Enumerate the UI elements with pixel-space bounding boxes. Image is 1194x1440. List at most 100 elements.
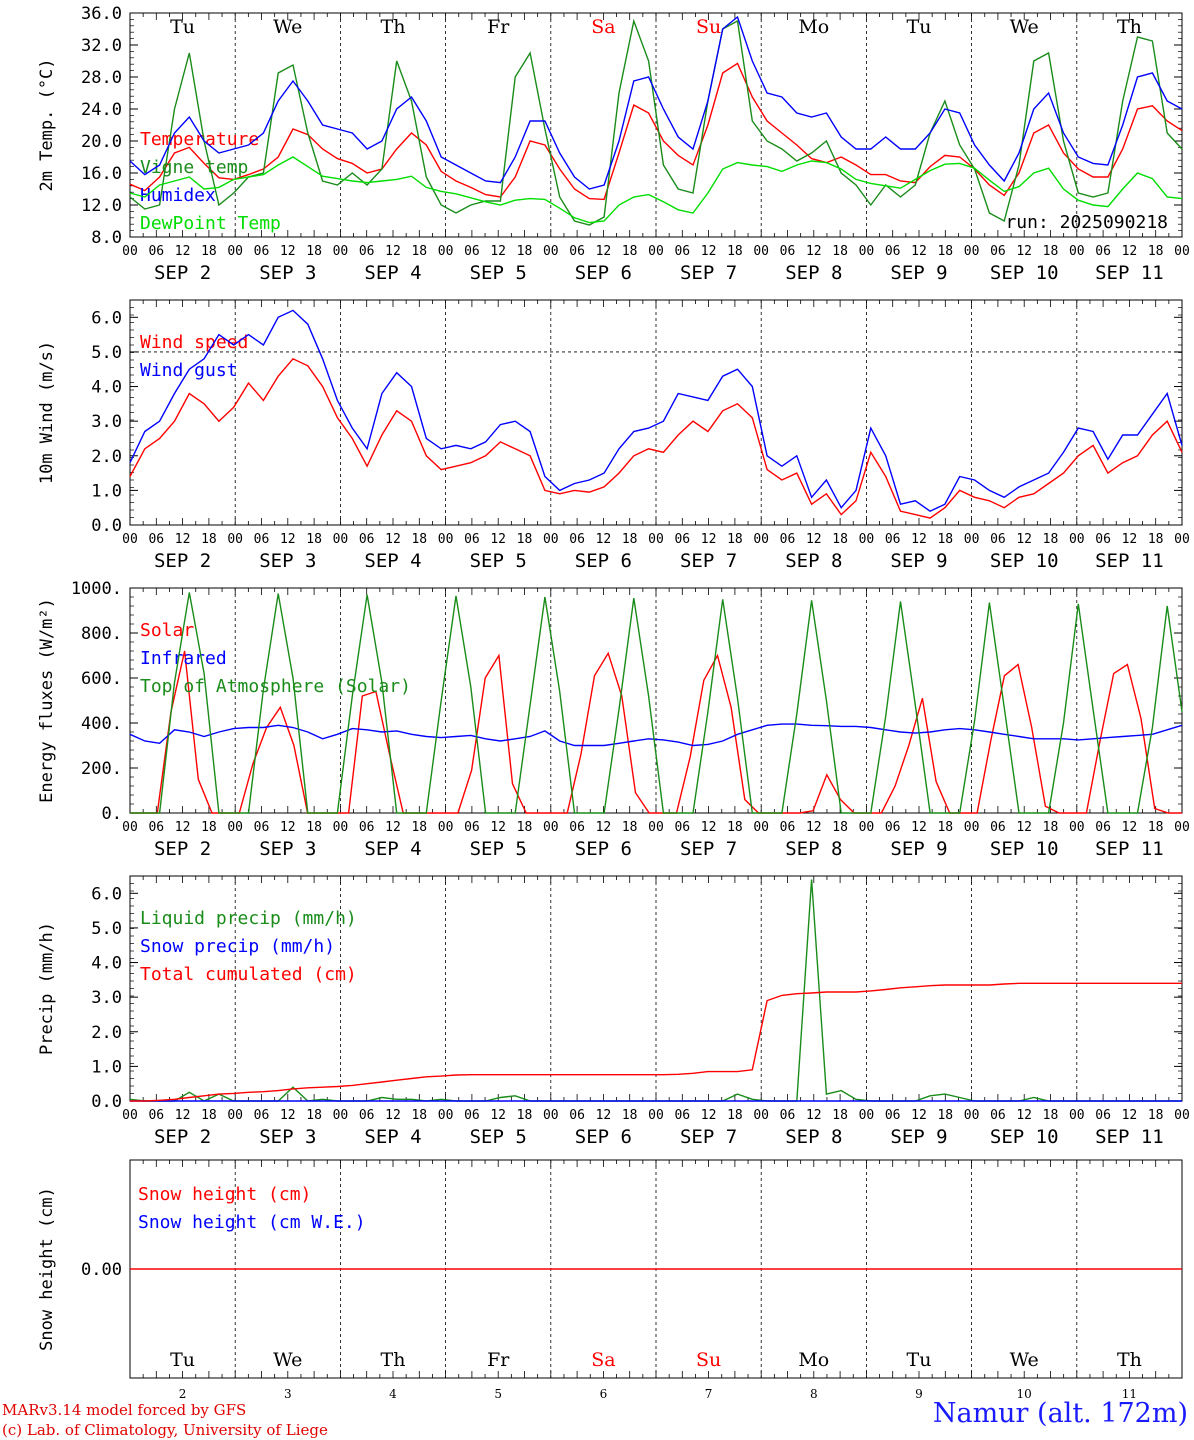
hour-label: 12 (490, 1108, 506, 1123)
day-name: We (273, 16, 302, 38)
hour-label: 12 (385, 820, 401, 835)
hour-label: 18 (1148, 532, 1164, 547)
hour-label: 18 (306, 820, 322, 835)
hour-label: 00 (859, 1108, 875, 1123)
panel-frame (129, 587, 1183, 814)
hour-label: 00 (333, 244, 349, 259)
series-line-wind-speed (129, 357, 1183, 519)
hour-label: 18 (727, 532, 743, 547)
day-name: Th (1117, 1349, 1142, 1371)
legend-label: Vigne temp (140, 157, 248, 178)
hour-label: 18 (1043, 532, 1059, 547)
hour-label: 12 (806, 244, 822, 259)
hour-label: 12 (911, 244, 927, 259)
legend-label: Total cumulated (cm) (140, 964, 357, 985)
hour-label: 18 (727, 244, 743, 259)
hour-label: 06 (674, 244, 690, 259)
legend-label: Top of Atmosphere (Solar) (140, 676, 411, 697)
hour-label: 06 (464, 820, 480, 835)
panel-frame (129, 299, 1183, 526)
hour-label: 00 (753, 244, 769, 259)
hour-label: 00 (122, 244, 138, 259)
hour-label: 18 (832, 820, 848, 835)
day-number: 6 (600, 1387, 608, 1400)
day-number: 9 (915, 1387, 923, 1400)
hour-label: 00 (964, 1108, 980, 1123)
date-label: SEP 5 (470, 550, 527, 572)
hour-label: 12 (596, 1108, 612, 1123)
y-tick-label: 6.0 (91, 308, 122, 328)
hour-label: 06 (569, 1108, 585, 1123)
hour-label: 12 (1122, 244, 1138, 259)
hour-label: 18 (411, 1108, 427, 1123)
hour-label: 06 (990, 244, 1006, 259)
day-number: 10 (1017, 1387, 1032, 1400)
credits: MARv3.14 model forced by GFS (c) Lab. of… (2, 1400, 328, 1440)
day-number: 11 (1122, 1387, 1137, 1400)
hour-label: 18 (201, 244, 217, 259)
hour-label: 00 (333, 1108, 349, 1123)
hour-label: 12 (385, 532, 401, 547)
hour-label: 12 (1122, 532, 1138, 547)
date-label: SEP 10 (990, 262, 1059, 284)
meteogram: 8.012.016.020.024.028.032.036.02m Temp. … (37, 4, 1190, 1400)
run-label: run: 2025090218 (1005, 212, 1168, 233)
y-tick-label: 8.0 (91, 228, 122, 248)
hour-label: 12 (490, 532, 506, 547)
series-line-dewpoint-temp (129, 156, 1183, 224)
date-label: SEP 3 (259, 838, 316, 860)
hour-label: 06 (464, 1108, 480, 1123)
date-label: SEP 3 (259, 1126, 316, 1148)
hour-label: 18 (727, 820, 743, 835)
hour-label: 12 (1122, 820, 1138, 835)
hour-label: 00 (753, 1108, 769, 1123)
y-axis-label: Energy fluxes (W/m²) (37, 598, 57, 803)
day-name: Su (696, 16, 721, 38)
date-label: SEP 11 (1095, 1126, 1164, 1148)
hour-label: 12 (911, 820, 927, 835)
legend-label: Humidex (140, 185, 216, 206)
hour-label: 06 (148, 1108, 164, 1123)
hour-label: 18 (201, 532, 217, 547)
day-name: We (1010, 1349, 1039, 1371)
hour-label: 00 (227, 1108, 243, 1123)
hour-label: 00 (648, 244, 664, 259)
y-tick-label: 12.0 (81, 196, 122, 216)
date-label: SEP 6 (575, 262, 632, 284)
hour-label: 06 (674, 820, 690, 835)
day-name: Su (696, 1349, 721, 1371)
date-label: SEP 9 (890, 1126, 947, 1148)
date-label: SEP 7 (680, 262, 737, 284)
y-tick-label: 4.0 (91, 954, 122, 974)
date-label: SEP 7 (680, 550, 737, 572)
date-label: SEP 10 (990, 1126, 1059, 1148)
series-line-temperature (129, 62, 1183, 201)
y-tick-label: 600. (81, 669, 122, 689)
y-tick-label: 2.0 (91, 447, 122, 467)
hour-label: 00 (122, 1108, 138, 1123)
hour-label: 18 (201, 1108, 217, 1123)
date-label: SEP 11 (1095, 262, 1164, 284)
hour-label: 18 (832, 532, 848, 547)
legend-label: Liquid precip (mm/h) (140, 908, 357, 929)
hour-label: 06 (464, 532, 480, 547)
hour-label: 00 (859, 820, 875, 835)
legend-label: Solar (140, 620, 194, 641)
hour-label: 12 (175, 532, 191, 547)
series-line-wind-gust (129, 309, 1183, 513)
hour-label: 06 (1095, 1108, 1111, 1123)
hour-label: 06 (569, 820, 585, 835)
hour-label: 18 (832, 1108, 848, 1123)
hour-label: 00 (964, 820, 980, 835)
hour-label: 12 (280, 820, 296, 835)
hour-label: 12 (280, 244, 296, 259)
hour-label: 18 (622, 820, 638, 835)
hour-label: 12 (701, 532, 717, 547)
hour-label: 00 (227, 244, 243, 259)
hour-label: 06 (1095, 244, 1111, 259)
date-label: SEP 2 (154, 262, 211, 284)
hour-label: 18 (411, 820, 427, 835)
date-label: SEP 9 (890, 550, 947, 572)
hour-label: 06 (780, 1108, 796, 1123)
hour-label: 06 (1095, 532, 1111, 547)
